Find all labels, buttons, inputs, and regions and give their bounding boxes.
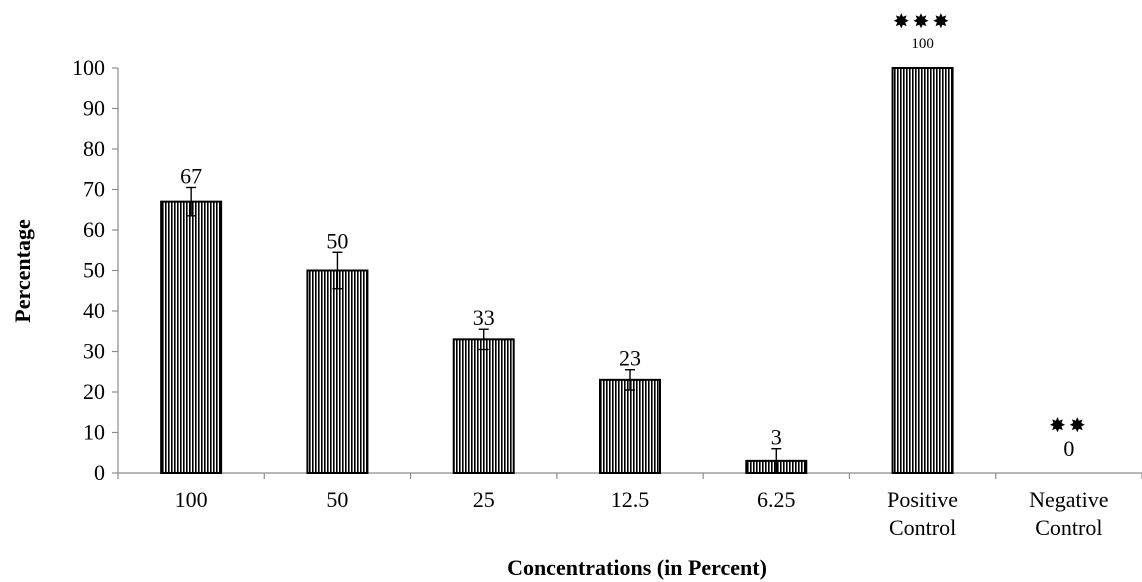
bar [452, 338, 515, 474]
data-label: 33 [473, 305, 495, 330]
y-tick-label: 10 [83, 420, 105, 445]
bar [599, 378, 661, 475]
y-tick-label: 70 [83, 177, 105, 202]
data-label: 23 [619, 346, 641, 371]
significance-marker: ✸✸ [1049, 413, 1089, 437]
significance-marker: ✸✸✸ [893, 9, 952, 33]
x-tick-label: 6.25 [757, 487, 796, 512]
x-tick-label: 50 [326, 487, 348, 512]
bar [891, 67, 954, 474]
y-tick-label: 40 [83, 298, 105, 323]
y-axis-title: Percentage [10, 219, 35, 323]
x-tick-label: Negative [1029, 487, 1108, 512]
x-axis-title: Concentrations (in Percent) [507, 555, 767, 580]
y-tick-label: 20 [83, 379, 105, 404]
data-label: 67 [180, 163, 202, 188]
data-label: 100 [911, 36, 934, 52]
y-tick-label: 80 [83, 136, 105, 161]
y-tick-label: 100 [72, 55, 105, 80]
x-tick-label: 100 [175, 487, 208, 512]
y-tick-label: 60 [83, 217, 105, 242]
y-tick-label: 0 [94, 460, 105, 485]
x-tick-label: 25 [473, 487, 495, 512]
y-tick-label: 30 [83, 339, 105, 364]
x-tick-label: 12.5 [611, 487, 650, 512]
data-label: 3 [771, 425, 782, 450]
bar [306, 269, 369, 474]
data-label: 0 [1063, 436, 1074, 461]
data-label: 50 [326, 228, 348, 253]
x-tick-label: Positive [887, 487, 958, 512]
bar [160, 200, 223, 474]
y-tick-label: 90 [83, 96, 105, 121]
y-tick-label: 50 [83, 258, 105, 283]
x-tick-label: Control [1035, 515, 1102, 540]
x-tick-label: Control [889, 515, 956, 540]
